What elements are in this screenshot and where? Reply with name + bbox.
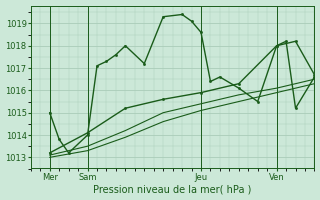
X-axis label: Pression niveau de la mer( hPa ): Pression niveau de la mer( hPa ) <box>93 184 252 194</box>
